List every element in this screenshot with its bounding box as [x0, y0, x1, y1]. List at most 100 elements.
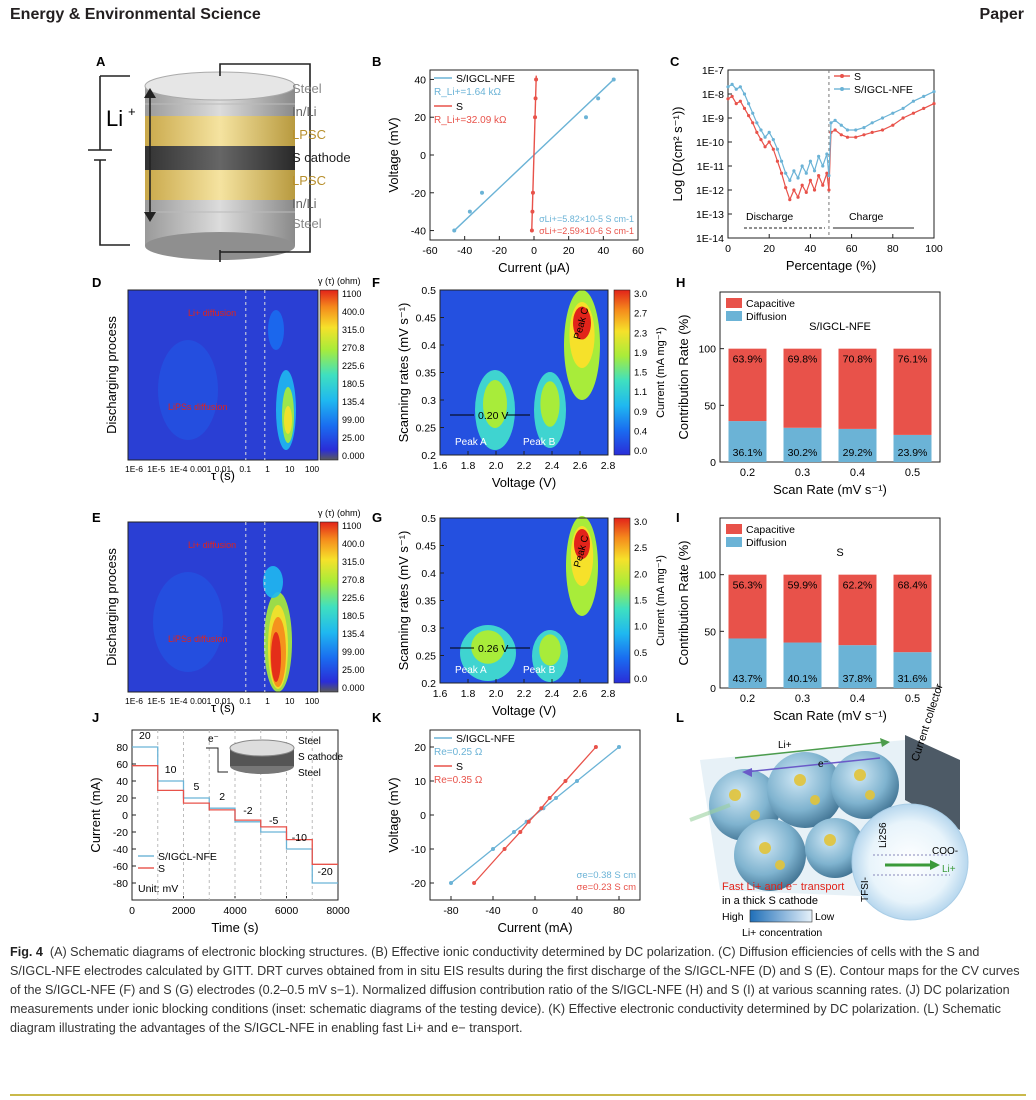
h-cap-label: 69.8%	[788, 354, 818, 366]
c-point	[759, 128, 763, 132]
f-colorbar-tick: 1.9	[634, 348, 647, 359]
b-point	[480, 190, 484, 195]
c-point	[771, 147, 775, 151]
f-colorbar-label: Current (mA mg⁻¹)	[655, 327, 667, 418]
panel-letter-e: E	[92, 510, 101, 525]
panel-letter-b: B	[372, 54, 381, 69]
i-bar-capacitive	[838, 574, 877, 646]
f-colorbar-tick: 2.7	[634, 309, 647, 320]
k-xtick-label: -80	[443, 905, 458, 917]
f-gap-label: 0.20 V	[478, 410, 508, 422]
porous-electrode-schematic	[689, 735, 969, 921]
i-bar-diffusion	[728, 638, 767, 688]
e-contour	[153, 572, 223, 672]
b-ytick-label: -20	[411, 188, 426, 200]
d-xtick-label: 1E-5	[147, 464, 165, 474]
figure-4: A Li + Steel In/Li LPSC S cathode LPSC I…	[88, 54, 969, 939]
g-xtick-label: 2.0	[489, 688, 504, 700]
c-discharge-label: Discharge	[746, 211, 793, 223]
h-bar-capacitive	[783, 348, 822, 428]
d-ylabel: Discharging process	[104, 316, 119, 434]
f-xtick-label: 2.0	[489, 460, 504, 472]
b-point	[452, 228, 457, 233]
i-bar-diffusion	[893, 652, 932, 688]
j-ytick-label: 60	[116, 759, 128, 771]
j-step-label: 5	[193, 781, 199, 793]
c-point	[854, 135, 858, 139]
particle	[805, 818, 865, 878]
h-bar-capacitive	[893, 348, 932, 435]
c-xtick-label: 0	[725, 243, 731, 255]
panel-b: B -60 -40 -20 0 20 40 60 -40 -20 0 20 40 Current (μA…	[372, 54, 644, 275]
f-peakc-contour	[573, 306, 591, 340]
panel-letter-k: K	[372, 710, 382, 725]
j-legend-name: S	[158, 863, 165, 875]
g-peak-a: Peak A	[455, 665, 487, 676]
c-point	[845, 128, 850, 132]
h-bar-diffusion	[783, 427, 822, 462]
h-xlabel: Scan Rate (mV s⁻¹)	[773, 482, 887, 497]
g-xtick-label: 2.4	[545, 688, 560, 700]
k-xtick-label: -40	[485, 905, 500, 917]
i-diff-label: 43.7%	[733, 673, 763, 685]
e-lipss-annotation: LiPSs diffusion	[168, 634, 227, 644]
c-point	[763, 145, 767, 149]
c-point	[839, 133, 843, 137]
c-point	[839, 123, 843, 127]
particle	[831, 751, 899, 819]
c-point	[862, 126, 866, 130]
g-ytick-label: 0.45	[416, 541, 437, 553]
panel-c: C 0 20 40 60 80 100 1E-7 1E-8 1E-9 1E-10 1E-11 1E-1…	[670, 54, 943, 273]
i-diff-label: 37.8%	[843, 673, 873, 685]
b-point	[611, 77, 616, 82]
b-xtick-label: -20	[492, 245, 507, 257]
c-point	[738, 99, 742, 103]
d-colorbar-tick: 225.6	[342, 361, 365, 371]
b-point	[584, 115, 588, 120]
layer-steel-bottom: Steel	[292, 216, 322, 231]
e-xtick-label: 1E-6	[125, 696, 143, 706]
c-point	[808, 159, 813, 163]
b-point	[530, 209, 535, 214]
c-point	[779, 159, 784, 163]
h-legend-swatch	[726, 311, 742, 321]
e-xlabel: τ (s)	[211, 700, 235, 715]
c-point	[775, 159, 780, 163]
chart-d: 1E-6 1E-5 1E-4 0.001 0.01 0.1 1 10 100 τ (s) Disch…	[104, 276, 365, 483]
c-point	[788, 178, 792, 182]
f-peak-a: Peak A	[455, 437, 487, 448]
j-ytick-label: 0	[122, 810, 128, 822]
layer-lpsc-bottom: LPSC	[292, 173, 326, 188]
tfsi-label: TFSI-	[860, 877, 871, 902]
panel-j: J 0 2000 4000 6000 8000 -80 -60 -40 -20 0 20 40 60 80…	[88, 710, 350, 935]
c-ytick-label: 1E-8	[702, 89, 724, 101]
c-point	[788, 198, 792, 202]
c-point	[775, 147, 780, 151]
d-colorbar-tick: 0.000	[342, 451, 365, 461]
chart-e: 1E-6 1E-5 1E-4 0.001 0.01 0.1 1 10 100 τ (s) Disch…	[104, 508, 365, 715]
h-bar-diffusion	[838, 428, 877, 462]
c-legend-name: S	[854, 71, 861, 83]
c-point	[862, 133, 866, 137]
i-cap-label: 68.4%	[898, 580, 928, 592]
f-colorbar-tick: 0.0	[634, 446, 647, 457]
layer-steel-top: Steel	[292, 81, 322, 96]
e-xtick-label: 1E-4	[170, 696, 188, 706]
panel-letter-f: F	[372, 275, 380, 290]
f-colorbar-tick: 2.3	[634, 328, 647, 339]
k-sigma-annotation: σe=0.23 S cm	[577, 882, 637, 893]
c-xtick-label: 80	[887, 243, 899, 255]
g-ytick-label: 0.4	[421, 568, 436, 580]
c-point	[821, 164, 825, 168]
f-xtick-label: 2.6	[573, 460, 588, 472]
e-colorbar-tick: 180.5	[342, 611, 365, 621]
li-ion-label: Li	[106, 106, 123, 131]
j-inset-steel-top: Steel	[298, 736, 321, 747]
panel-letter-c: C	[670, 54, 680, 69]
i-legend-name: Capacitive	[746, 524, 795, 536]
j-inset-e: e⁻	[208, 734, 219, 745]
panel-e: E 1E-6 1E-5 1E-4 0.001 0.01 0.1 1 10 100 τ (s) Dis…	[92, 508, 365, 715]
b-point	[534, 77, 539, 82]
c-point	[800, 183, 804, 187]
k-xlabel: Current (mA)	[497, 920, 572, 935]
